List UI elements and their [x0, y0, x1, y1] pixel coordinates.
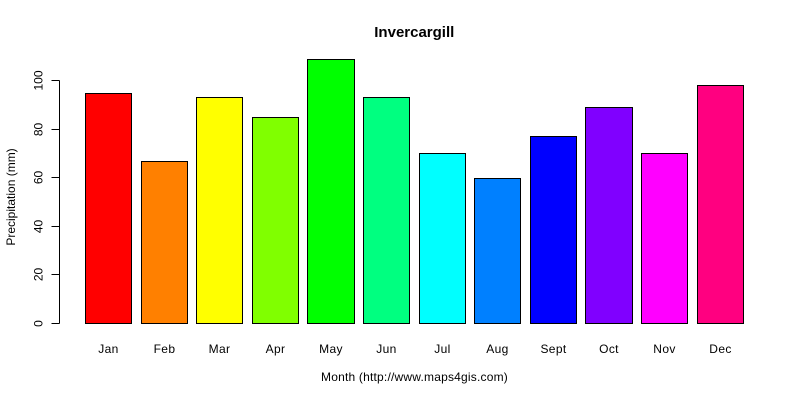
svg-text:40: 40 — [31, 220, 45, 234]
svg-text:Precipitation (mm): Precipitation (mm) — [4, 148, 18, 245]
svg-text:Feb: Feb — [154, 342, 176, 356]
svg-text:Month (http://www.maps4gis.com: Month (http://www.maps4gis.com) — [321, 370, 508, 384]
svg-text:Jun: Jun — [376, 342, 396, 356]
svg-text:Sept: Sept — [540, 342, 566, 356]
svg-text:20: 20 — [31, 268, 45, 282]
svg-text:Jul: Jul — [434, 342, 450, 356]
svg-text:Aug: Aug — [486, 342, 508, 356]
svg-text:Dec: Dec — [709, 342, 731, 356]
svg-text:100: 100 — [31, 70, 45, 90]
svg-text:Mar: Mar — [209, 342, 231, 356]
svg-text:Jan: Jan — [98, 342, 118, 356]
svg-text:Apr: Apr — [266, 342, 286, 356]
svg-text:Invercargill: Invercargill — [374, 24, 454, 41]
svg-text:60: 60 — [31, 171, 45, 185]
svg-text:Nov: Nov — [653, 342, 675, 356]
svg-text:0: 0 — [31, 320, 45, 327]
svg-text:May: May — [319, 342, 343, 356]
svg-text:Oct: Oct — [599, 342, 619, 356]
svg-text:80: 80 — [31, 123, 45, 137]
